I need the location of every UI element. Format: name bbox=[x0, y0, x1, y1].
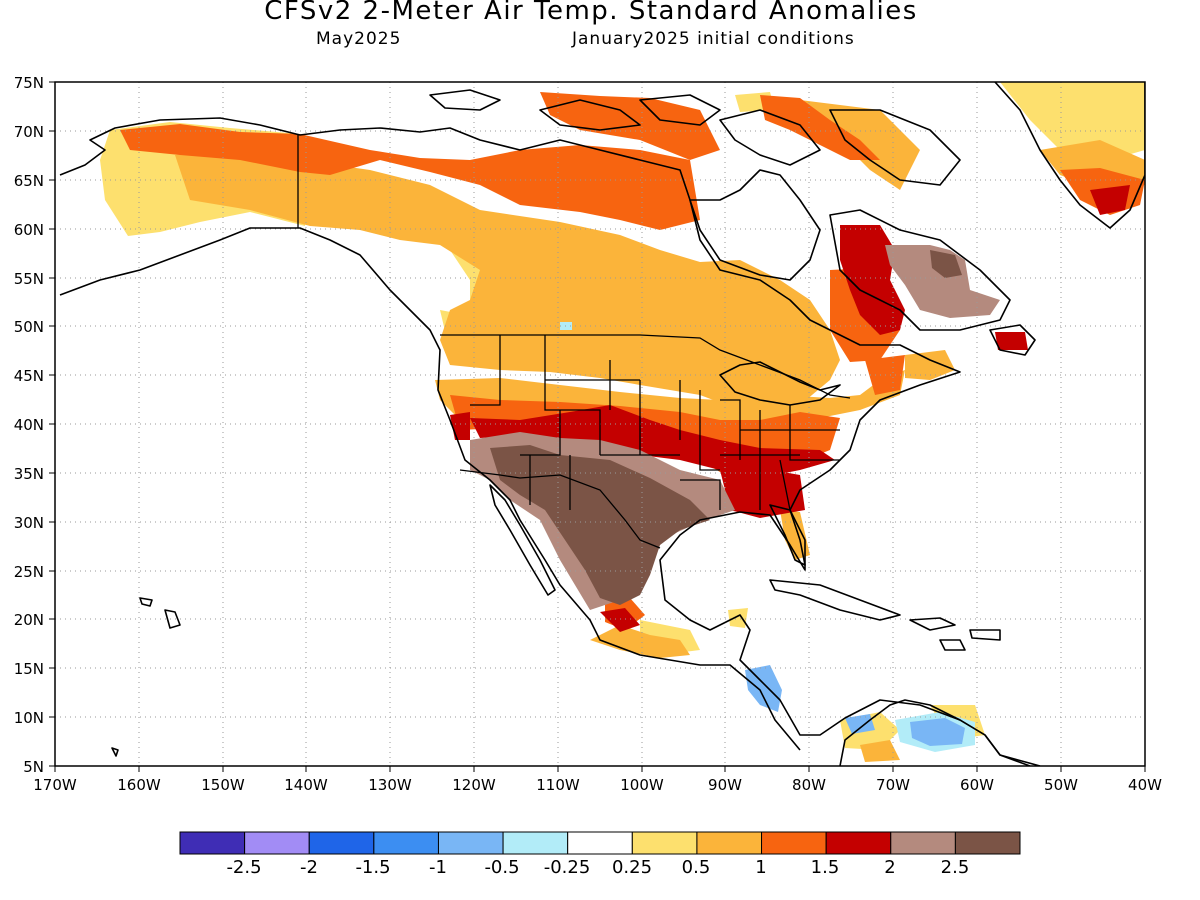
lon-label: 80W bbox=[792, 776, 826, 794]
lon-label: 110W bbox=[536, 776, 580, 794]
colorbar: -2.5 -2 -1.5 -1 -0.5 -0.25 0.25 0.5 1 1.… bbox=[179, 831, 1021, 878]
coastlines bbox=[59, 82, 1145, 766]
lat-label: 50N bbox=[14, 318, 44, 336]
colorbar-swatch bbox=[696, 831, 763, 855]
lat-label: 70N bbox=[14, 123, 44, 141]
colorbar-label: 1 bbox=[755, 857, 766, 878]
lat-label: 15N bbox=[14, 660, 44, 678]
lat-label: 60N bbox=[14, 221, 44, 239]
lon-label: 140W bbox=[284, 776, 328, 794]
anomaly-fill-negative bbox=[560, 322, 975, 752]
colorbar-label: 1.5 bbox=[811, 857, 840, 878]
lat-label: 25N bbox=[14, 563, 44, 581]
colorbar-labels: -2.5 -2 -1.5 -1 -0.5 -0.25 0.25 0.5 1 1.… bbox=[226, 857, 969, 878]
lon-label: 70W bbox=[876, 776, 910, 794]
colorbar-swatch bbox=[761, 831, 827, 855]
lon-label: 150W bbox=[201, 776, 245, 794]
lon-label: 40W bbox=[1128, 776, 1162, 794]
lat-label: 35N bbox=[14, 465, 44, 483]
lon-label: 60W bbox=[960, 776, 994, 794]
colorbar-label: 0.5 bbox=[682, 857, 711, 878]
colorbar-label: 2.5 bbox=[941, 857, 970, 878]
colorbar-label: -2.5 bbox=[226, 857, 261, 878]
latitude-labels: 5N 10N 15N 20N 25N 30N 35N 40N 45N 50N 5… bbox=[14, 74, 44, 776]
colorbar-swatch bbox=[890, 831, 956, 855]
lon-label: 160W bbox=[117, 776, 161, 794]
colorbar-label: 0.25 bbox=[612, 857, 652, 878]
colorbar-swatch bbox=[502, 831, 569, 855]
lat-label: 40N bbox=[14, 416, 44, 434]
lon-label: 170W bbox=[33, 776, 77, 794]
anomaly-fill-2.5 bbox=[490, 250, 962, 605]
map-title: CFSv2 2-Meter Air Temp. Standard Anomali… bbox=[264, 0, 918, 26]
lon-label: 90W bbox=[708, 776, 742, 794]
lat-label: 55N bbox=[14, 270, 44, 288]
map-plot-area bbox=[55, 82, 1145, 766]
longitude-labels: 170W 160W 150W 140W 130W 120W 110W 100W … bbox=[33, 776, 1162, 794]
colorbar-swatch bbox=[567, 831, 633, 855]
colorbar-label: -1 bbox=[429, 857, 447, 878]
colorbar-label: -0.25 bbox=[544, 857, 591, 878]
lat-label: 45N bbox=[14, 367, 44, 385]
colorbar-swatch bbox=[825, 831, 892, 855]
colorbar-label: -2 bbox=[300, 857, 318, 878]
initial-conditions-label: January2025 initial conditions bbox=[572, 29, 855, 49]
lat-label: 20N bbox=[14, 611, 44, 629]
anomaly-fill-1.5 bbox=[450, 185, 1130, 632]
axis-ticks bbox=[49, 81, 1146, 772]
colorbar-label: -1.5 bbox=[355, 857, 390, 878]
lat-label: 5N bbox=[23, 758, 44, 776]
lon-label: 100W bbox=[620, 776, 664, 794]
colorbar-boxes bbox=[179, 831, 1021, 855]
colorbar-label: -0.5 bbox=[484, 857, 519, 878]
colorbar-swatch bbox=[437, 831, 504, 855]
lon-label: 50W bbox=[1044, 776, 1078, 794]
lat-label: 65N bbox=[14, 172, 44, 190]
colorbar-swatch bbox=[954, 831, 1021, 855]
colorbar-swatch bbox=[179, 831, 246, 855]
colorbar-swatch bbox=[308, 831, 375, 855]
political-boundaries bbox=[297, 135, 851, 549]
lat-label: 30N bbox=[14, 514, 44, 532]
lat-label: 75N bbox=[14, 74, 44, 92]
colorbar-swatch bbox=[244, 831, 310, 855]
lat-label: 10N bbox=[14, 709, 44, 727]
valid-month-label: May2025 bbox=[316, 29, 402, 49]
lon-label: 120W bbox=[452, 776, 496, 794]
colorbar-swatch bbox=[631, 831, 698, 855]
colorbar-swatch bbox=[373, 831, 439, 855]
lon-label: 130W bbox=[368, 776, 412, 794]
colorbar-label: 2 bbox=[884, 857, 895, 878]
